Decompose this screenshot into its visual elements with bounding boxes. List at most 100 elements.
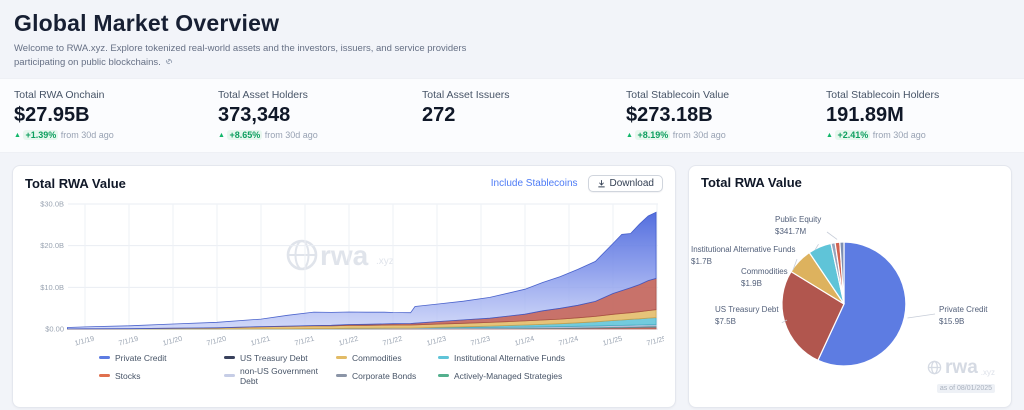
pie-value-institutional-alternative-funds: $1.7B — [691, 257, 712, 266]
stat-change: ▲ +8.19% from 30d ago — [626, 129, 826, 140]
pie-slice-other[interactable] — [839, 240, 845, 304]
stat-change-percent: +8.65% — [227, 129, 263, 140]
x-axis-label: 1/1/19 — [74, 333, 96, 347]
stacked-area-chart[interactable]: rwa .xyz $0.00 $10.0B $20.0B $30.0B 1/1/19 7/1/… — [24, 194, 664, 352]
legend-item-corporate-bonds[interactable]: Corporate Bonds — [336, 366, 438, 386]
legend-swatch — [336, 356, 347, 359]
x-axis-label: 1/1/21 — [250, 333, 272, 347]
x-axis-label: 1/1/20 — [162, 333, 184, 347]
stat-value: 191.89M — [826, 103, 904, 126]
svg-text:.xyz: .xyz — [376, 256, 394, 267]
page-subtitle-text: Welcome to RWA.xyz. Explore tokenized re… — [14, 43, 467, 69]
up-arrow-icon: ▲ — [626, 131, 633, 139]
globe-icon — [927, 360, 942, 374]
area-series-private-credit[interactable] — [67, 211, 657, 329]
stat-change-percent: +1.39% — [23, 129, 59, 140]
x-axis-label: 7/1/22 — [382, 333, 404, 347]
stat-card-total-stablecoin-holders: Total Stablecoin Holders 191.89M ▲ +2.41% … — [826, 89, 1024, 140]
legend-swatch — [224, 356, 235, 359]
rwa-watermark-brand: rwa .xyz — [927, 358, 995, 377]
download-button-label: Download — [609, 177, 654, 189]
legend-swatch — [336, 374, 347, 377]
pie-chart[interactable]: Private Credit $15.9B US Treasury Debt $7.5… — [689, 192, 991, 392]
pie-value-us-treasury-debt: $7.5B — [715, 317, 736, 326]
legend-swatch — [99, 356, 110, 359]
stat-change: ▲ +2.41% from 30d ago — [826, 129, 1024, 140]
legend-swatch — [438, 374, 449, 377]
x-axis-label: 1/1/22 — [338, 333, 360, 347]
y-axis-label: $10.0B — [40, 282, 64, 291]
area-card-title: Total RWA Value — [25, 175, 126, 191]
stat-change-percent: +8.19% — [635, 129, 671, 140]
pie-leader-line — [792, 258, 798, 270]
legend-label: Commodities — [352, 352, 402, 363]
stats-row: Total RWA Onchain $27.95B ▲ +1.39% from 30… — [0, 77, 1024, 153]
legend-item-us-treasury-debt[interactable]: US Treasury Debt — [224, 353, 336, 363]
legend-item-non-us-government-debt[interactable]: non-US Government Debt — [224, 366, 336, 386]
stat-label: Total Asset Issuers — [422, 88, 510, 101]
total-rwa-value-area-card: Total RWA Value Include Stablecoins Down… — [12, 164, 676, 408]
include-stablecoins-toggle[interactable]: Include Stablecoins — [490, 177, 578, 189]
pie-label-us-treasury-debt: US Treasury Debt — [715, 305, 779, 314]
as-of-date: as of 08/01/2025 — [936, 383, 995, 393]
pie-leader-line — [826, 231, 838, 240]
legend-label: US Treasury Debt — [240, 352, 308, 363]
up-arrow-icon: ▲ — [14, 131, 21, 139]
stat-value: $273.18B — [626, 103, 713, 126]
total-rwa-value-pie-card: Total RWA Value Private Credit $15.9B US T… — [688, 164, 1012, 408]
main-content: Total RWA Value Include Stablecoins Down… — [0, 153, 1024, 408]
download-button[interactable]: Download — [587, 174, 663, 192]
y-axis-label: $30.0B — [40, 199, 64, 208]
stat-change: ▲ +1.39% from 30d ago — [14, 129, 218, 140]
pie-label-public-equity: Public Equity — [775, 215, 821, 224]
watermark-brand-text: rwa — [945, 356, 978, 378]
stat-change-suffix: from 30d ago — [872, 129, 926, 140]
stat-value: $27.95B — [14, 103, 90, 126]
stat-label: Total Stablecoin Holders — [826, 88, 940, 101]
pie-slice-us-treasury-debt[interactable] — [781, 270, 845, 361]
pie-value-public-equity: $341.7M — [775, 227, 806, 236]
stat-label: Total Stablecoin Value — [626, 88, 730, 101]
pie-value-commodities: $1.9B — [741, 279, 762, 288]
pie-leader-line — [781, 319, 788, 323]
link-icon[interactable] — [164, 57, 174, 71]
stat-label: Total Asset Holders — [218, 88, 308, 101]
stat-card-total-asset-holders: Total Asset Holders 373,348 ▲ +8.65% from … — [218, 89, 422, 140]
x-axis-label: 7/1/19 — [118, 333, 140, 347]
x-axis-label: 7/1/21 — [294, 333, 316, 347]
stat-change-suffix: from 30d ago — [60, 129, 114, 140]
pie-label-institutional-alternative-funds: Institutional Alternative Funds — [691, 245, 796, 254]
watermark-tld-text: .xyz — [980, 367, 995, 377]
pie-leader-line — [814, 243, 819, 250]
legend-label: non-US Government Debt — [240, 365, 318, 386]
stat-change-percent: +2.41% — [835, 129, 871, 140]
legend-item-commodities[interactable]: Commodities — [336, 353, 438, 363]
y-axis-label: $20.0B — [40, 241, 64, 250]
legend-item-institutional-alternative-funds[interactable]: Institutional Alternative Funds — [438, 353, 628, 363]
legend-label: Actively-Managed Strategies — [454, 370, 563, 381]
legend-item-actively-managed-strategies[interactable]: Actively-Managed Strategies — [438, 366, 628, 386]
stat-value: 373,348 — [218, 103, 291, 126]
x-axis-label: 1/1/25 — [602, 333, 624, 347]
rwa-watermark-area: rwa .xyz — [286, 239, 394, 271]
legend-swatch — [438, 356, 449, 359]
up-arrow-icon: ▲ — [218, 131, 225, 139]
x-axis-label: 1/1/24 — [514, 333, 536, 347]
legend-label: Institutional Alternative Funds — [454, 352, 566, 363]
stat-card-total-stablecoin-value: Total Stablecoin Value $273.18B ▲ +8.19% f… — [626, 89, 826, 140]
stat-card-total-rwa-onchain: Total RWA Onchain $27.95B ▲ +1.39% from 30… — [14, 89, 218, 140]
legend-item-private-credit[interactable]: Private Credit — [99, 353, 224, 363]
legend-label: Private Credit — [115, 352, 167, 363]
stat-label: Total RWA Onchain — [14, 88, 105, 101]
chart-legend: Private Credit US Treasury Debt Commoditie… — [99, 353, 675, 386]
legend-item-stocks[interactable]: Stocks — [99, 366, 224, 386]
page-header: Global Market Overview Welcome to RWA.xy… — [0, 0, 1024, 78]
pie-card-title: Total RWA Value — [701, 174, 802, 190]
pie-value-private-credit: $15.9B — [939, 317, 964, 326]
legend-swatch — [224, 374, 235, 377]
pie-label-private-credit: Private Credit — [939, 305, 988, 314]
x-axis-label: 7/1/20 — [206, 333, 228, 347]
page-subtitle: Welcome to RWA.xyz. Explore tokenized re… — [14, 42, 484, 72]
stat-change-suffix: from 30d ago — [264, 129, 318, 140]
pie-slice-private-credit[interactable] — [817, 240, 907, 367]
